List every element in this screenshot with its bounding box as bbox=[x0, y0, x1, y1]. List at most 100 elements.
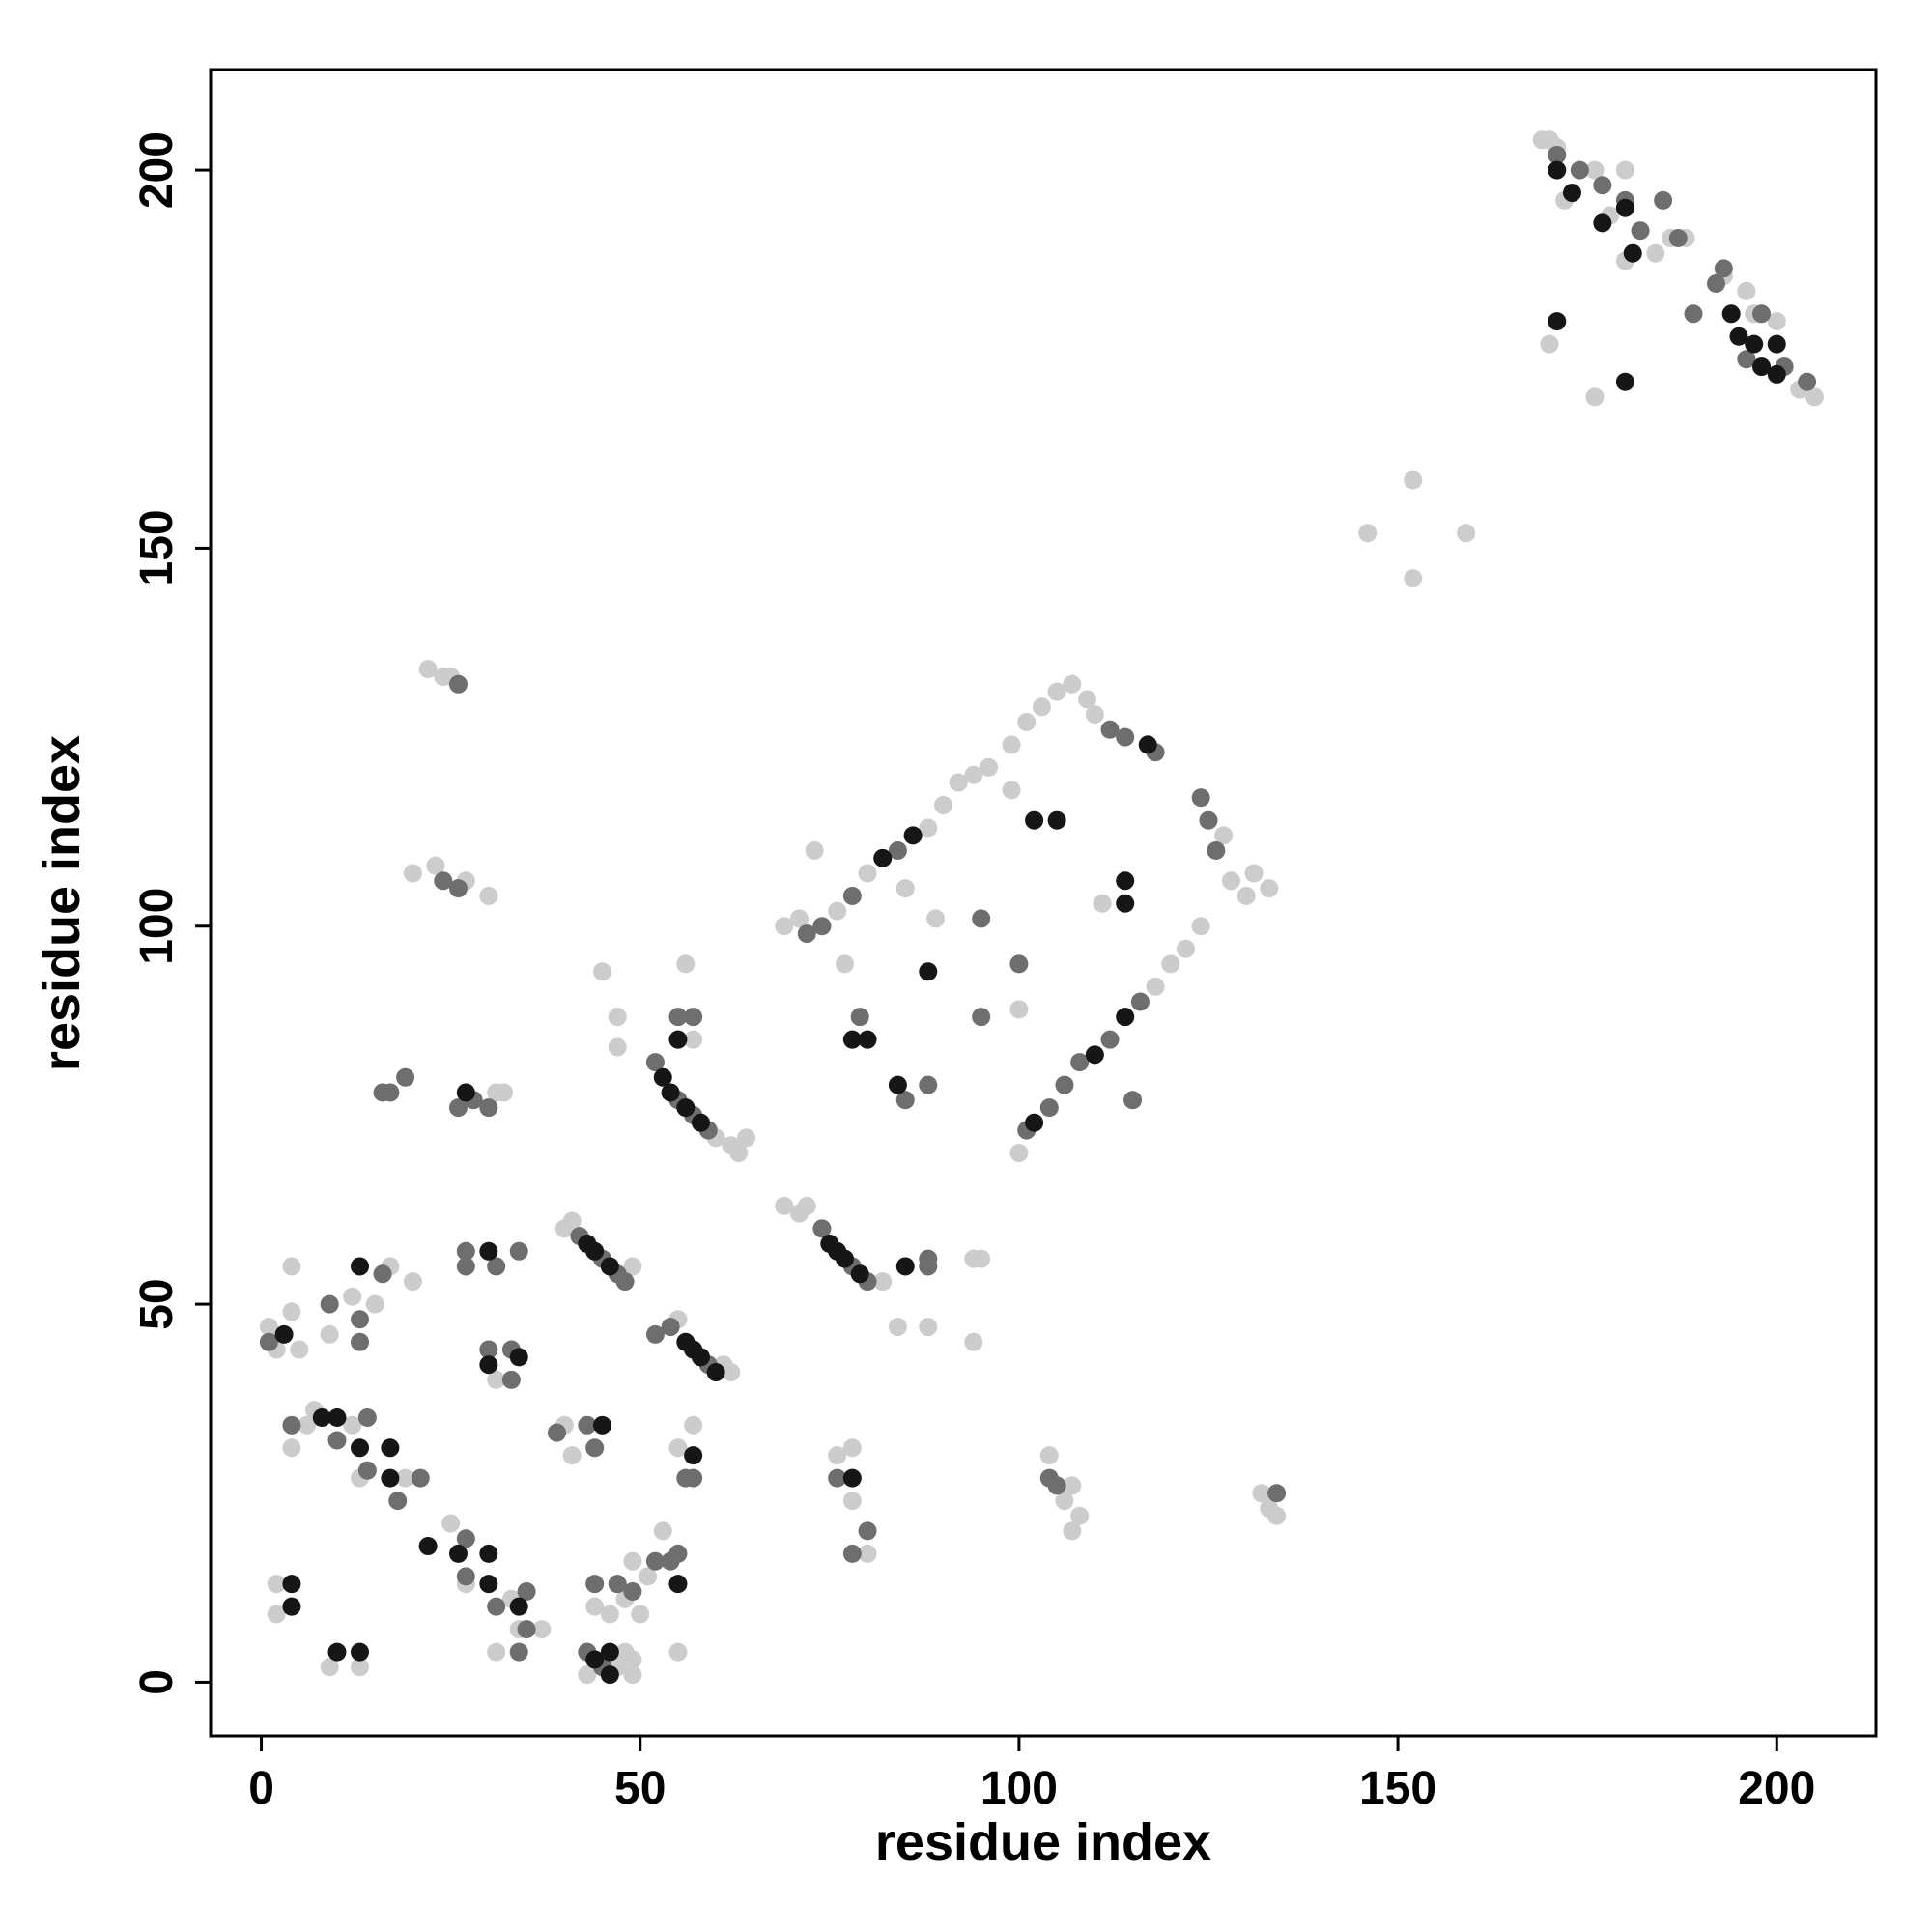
contact-point bbox=[1047, 810, 1066, 830]
contact-point bbox=[411, 1468, 430, 1488]
contact-point bbox=[509, 1348, 528, 1367]
contact-point bbox=[873, 1272, 893, 1292]
contact-point bbox=[562, 1446, 582, 1465]
contact-point bbox=[1138, 735, 1157, 754]
contact-point bbox=[684, 1030, 703, 1049]
contact-point bbox=[888, 840, 907, 860]
contact-point bbox=[608, 1008, 627, 1027]
contact-point bbox=[403, 1272, 422, 1292]
contact-point bbox=[320, 1658, 339, 1677]
contact-point bbox=[290, 1340, 309, 1359]
contact-point bbox=[1646, 243, 1665, 263]
contact-point bbox=[797, 924, 816, 944]
contact-point bbox=[691, 1113, 710, 1132]
contact-point bbox=[456, 1241, 475, 1261]
contact-point bbox=[517, 1582, 536, 1602]
contact-point bbox=[1260, 879, 1279, 898]
contact-point bbox=[381, 1438, 400, 1458]
contact-point bbox=[653, 1067, 672, 1087]
contact-point bbox=[919, 1075, 938, 1094]
contact-point bbox=[259, 1318, 278, 1337]
contact-point bbox=[684, 1008, 703, 1027]
contact-point bbox=[1615, 160, 1634, 180]
contact-point bbox=[1767, 364, 1786, 384]
contact-point bbox=[365, 1294, 384, 1314]
contact-point bbox=[351, 1658, 370, 1677]
contact-point bbox=[426, 856, 445, 875]
contact-point bbox=[1244, 864, 1264, 883]
contact-point bbox=[267, 1575, 286, 1594]
contact-point bbox=[972, 1008, 991, 1027]
contact-point bbox=[593, 962, 612, 981]
contact-point bbox=[1116, 1008, 1135, 1027]
contact-point bbox=[1804, 387, 1824, 407]
contact-point bbox=[828, 1468, 847, 1488]
contact-point bbox=[645, 1053, 665, 1072]
contact-point bbox=[600, 1642, 619, 1662]
contact-point bbox=[578, 1415, 597, 1435]
contact-point bbox=[1063, 1476, 1082, 1495]
contact-point bbox=[1707, 273, 1726, 293]
contact-point bbox=[1252, 1484, 1271, 1503]
contact-point bbox=[509, 1241, 528, 1261]
contact-point bbox=[1752, 304, 1772, 324]
contact-point bbox=[668, 1030, 688, 1049]
contact-point bbox=[873, 848, 893, 867]
contact-point bbox=[691, 1348, 710, 1367]
contact-point bbox=[351, 1642, 370, 1662]
x-tick-label: 0 bbox=[248, 1763, 274, 1814]
contact-point bbox=[684, 1468, 703, 1488]
contact-point bbox=[919, 1318, 938, 1337]
contact-point bbox=[585, 1241, 605, 1261]
contact-point bbox=[1039, 1446, 1059, 1465]
contact-point bbox=[775, 917, 794, 936]
contact-point bbox=[357, 1407, 377, 1427]
contact-point bbox=[456, 1257, 475, 1276]
contact-point bbox=[1593, 176, 1612, 195]
contact-point bbox=[858, 1030, 877, 1049]
contact-point bbox=[1214, 826, 1234, 845]
x-tick-label: 50 bbox=[614, 1763, 666, 1814]
contact-point bbox=[1176, 939, 1195, 958]
contact-point bbox=[600, 1257, 619, 1276]
contact-point bbox=[1146, 977, 1165, 996]
contact-point bbox=[842, 1468, 862, 1488]
contact-point bbox=[812, 1219, 832, 1238]
contact-point bbox=[668, 1642, 688, 1662]
contact-point bbox=[919, 962, 938, 981]
contact-point bbox=[850, 1008, 869, 1027]
contact-point bbox=[434, 871, 453, 891]
contact-point bbox=[282, 1257, 301, 1276]
contact-point bbox=[919, 818, 938, 838]
contact-point bbox=[351, 1332, 370, 1351]
contact-point bbox=[1615, 198, 1634, 217]
contact-point bbox=[1737, 281, 1756, 300]
contact-point bbox=[298, 1415, 317, 1435]
contact-point bbox=[1002, 781, 1021, 800]
contact-point bbox=[267, 1605, 286, 1624]
contact-point bbox=[282, 1302, 301, 1321]
contact-point bbox=[1055, 1492, 1074, 1511]
contact-point bbox=[456, 1083, 475, 1102]
contact-point bbox=[547, 1423, 566, 1442]
contact-point bbox=[585, 1575, 605, 1594]
contact-point bbox=[828, 901, 847, 921]
contact-point bbox=[949, 773, 968, 792]
contact-point bbox=[608, 1575, 627, 1594]
contact-point bbox=[1767, 334, 1786, 354]
contact-point bbox=[888, 1318, 907, 1337]
contact-point bbox=[259, 1332, 278, 1351]
contact-point bbox=[343, 1287, 362, 1306]
contact-point bbox=[980, 757, 999, 777]
contact-point bbox=[448, 674, 468, 694]
contact-point bbox=[495, 1083, 514, 1102]
contact-point bbox=[1070, 1506, 1090, 1525]
contact-point bbox=[501, 1370, 521, 1389]
y-tick-label: 100 bbox=[131, 888, 183, 965]
contact-point bbox=[1100, 720, 1120, 739]
contact-point bbox=[1063, 1521, 1082, 1541]
contact-point bbox=[775, 1196, 794, 1215]
contact-point bbox=[858, 1544, 877, 1563]
x-tick-label: 200 bbox=[1738, 1763, 1815, 1814]
